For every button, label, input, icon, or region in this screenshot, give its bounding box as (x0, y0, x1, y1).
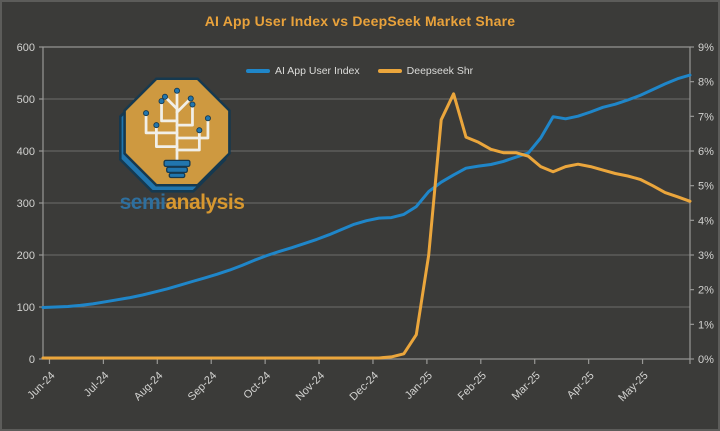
logo-circuit-nodes (143, 87, 211, 134)
legend-label-deepseek-shr: Deepseek Shr (406, 65, 474, 77)
left-axis-tick-label: 600 (17, 42, 35, 54)
x-axis-tick-label: Nov-24 (294, 370, 328, 404)
chart-legend: AI App User Index Deepseek Shr (246, 65, 473, 77)
x-axis-tick-label: Jul-24 (82, 370, 112, 400)
wordmark-analysis: analysis (165, 191, 245, 214)
right-axis-tick-label: 7% (698, 111, 714, 123)
left-axis-tick-label: 0 (29, 354, 35, 366)
x-axis-tick-label: Aug-24 (132, 370, 166, 404)
series-line-deepseek-shr (41, 92, 692, 360)
left-axis-tick-label: 300 (17, 198, 35, 210)
left-axis-tick-label: 100 (17, 302, 35, 314)
right-axis-tick-label: 1% (698, 319, 714, 331)
right-axis-tick-label: 3% (698, 250, 714, 262)
right-axis-tick-label: 8% (698, 77, 714, 89)
legend-label-ai-app-user-index: AI App User Index (275, 65, 360, 77)
series-line-ai-app-user-index (41, 73, 692, 309)
logo-bulb-base (163, 159, 191, 179)
right-axis-tick-label: 9% (698, 42, 714, 54)
chart-title: AI App User Index vs DeepSeek Market Sha… (204, 13, 516, 29)
x-axis-tick-label: Jan-25 (403, 370, 435, 402)
logo-circuit-tree (144, 91, 210, 162)
x-axis-tick-label: Apr-25 (565, 370, 597, 402)
x-axis-tick-label: Sep-24 (186, 370, 220, 404)
semianalysis-wordmark: semianalysis (102, 191, 262, 215)
legend-swatch-blue-icon (246, 69, 270, 73)
x-axis-tick-label: Feb-25 (456, 370, 489, 403)
x-axis-tick-label: May-25 (616, 370, 650, 404)
x-axis-tick-label: Mar-25 (510, 370, 543, 403)
right-axis-tick-label: 2% (698, 285, 714, 297)
x-axis-tick-label: Dec-24 (348, 370, 382, 404)
right-axis-tick-label: 4% (698, 215, 714, 227)
left-axis-tick-label: 500 (17, 94, 35, 106)
left-axis-tick-label: 200 (17, 250, 35, 262)
x-axis-tick-label: Jun-24 (25, 370, 57, 402)
legend-swatch-orange-icon (377, 69, 402, 73)
legend-item-deepseek-shr: Deepseek Shr (377, 65, 474, 77)
right-axis-tick-label: 6% (698, 146, 714, 158)
left-axis-tick-label: 400 (17, 146, 35, 158)
wordmark-semi: semi (119, 191, 166, 214)
right-axis-tick-label: 0% (698, 354, 714, 366)
x-axis-tick-label: Oct-24 (241, 370, 273, 402)
legend-item-ai-app-user-index: AI App User Index (246, 65, 360, 77)
right-axis-tick-label: 5% (698, 181, 714, 193)
semianalysis-logo-icon (119, 77, 231, 193)
